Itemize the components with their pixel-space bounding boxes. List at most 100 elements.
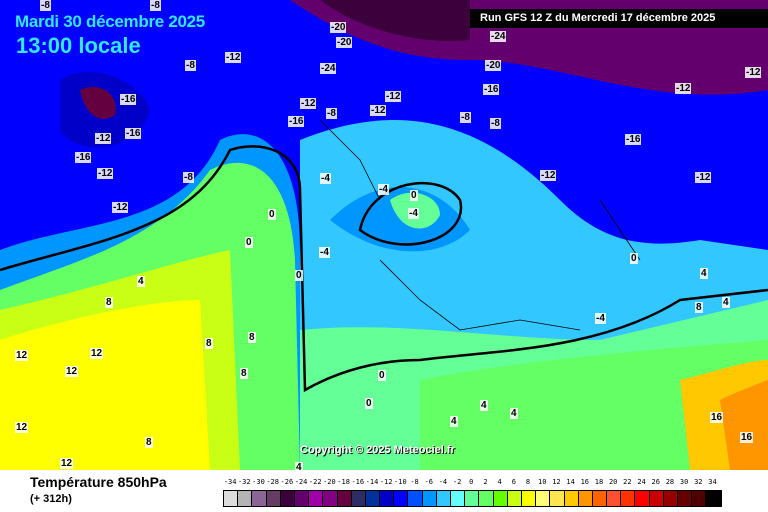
contour-label: 12 [15,422,29,433]
run-info: Run GFS 12 Z du Mercredi 17 décembre 202… [470,9,768,28]
legend-label: -34 [223,478,237,486]
contour-label: 16 [710,412,724,423]
legend-swatch [706,491,721,506]
forecast-step: (+ 312h) [30,493,72,505]
legend-label: -16 [351,478,365,486]
contour-label: 0 [410,190,418,201]
contour-label: 12 [65,366,79,377]
legend-label: 6 [511,478,516,486]
legend-swatch [479,491,494,506]
legend-label: 0 [469,478,474,486]
legend-label: 26 [651,478,660,486]
legend-swatch [252,491,267,506]
contour-label: -8 [150,0,161,11]
contour-label: 8 [205,338,213,349]
legend-label: 24 [637,478,646,486]
legend-swatch [294,491,310,506]
legend-swatch [224,491,239,506]
legend-label: -10 [394,478,407,486]
contour-label: -4 [320,173,331,184]
contour-label: -20 [485,60,502,71]
legend-swatch [422,491,437,506]
contour-label: -12 [225,52,242,63]
legend-label: 2 [483,478,488,486]
contour-label: 8 [695,302,703,313]
legend-swatch [280,491,295,506]
legend-swatch [309,491,324,506]
legend-label: -28 [266,478,279,486]
contour-label: -8 [183,172,194,183]
legend-swatch [323,491,338,506]
legend-labels: -34 -32 -30 -28 -26 -24 -22 -20 -18 -16 -14 -12 -10-… [223,478,720,486]
contour-label: -16 [483,84,500,95]
contour-label: 8 [240,368,248,379]
legend-label: 30 [679,478,689,486]
contour-label: -12 [675,83,692,94]
legend-swatch [337,491,352,506]
legend-swatch [394,491,409,506]
contour-label: -8 [490,118,501,129]
contour-label: -12 [95,133,112,144]
contour-label: 8 [248,332,256,343]
contour-label: -16 [75,152,92,163]
copyright: Copyright © 2025 Meteociel.fr [300,444,455,456]
legend-swatch [578,491,593,506]
contour-label: 4 [295,462,303,473]
legend-swatch [507,491,522,506]
contour-label: -20 [336,37,353,48]
color-legend [223,490,722,507]
legend-swatch [493,491,508,506]
contour-label: 12 [15,350,29,361]
contour-label: -12 [540,170,557,181]
contour-label: -12 [385,91,402,102]
legend-label: 34 [708,478,717,486]
contour-label: 4 [722,297,730,308]
forecast-date: Mardi 30 décembre 2025 [15,12,205,31]
legend-label: 18 [594,478,604,486]
legend-swatch [351,491,366,506]
contour-label: -8 [460,112,471,123]
contour-label: 0 [365,398,373,409]
legend-swatch [238,491,253,506]
legend-label: 22 [623,478,632,486]
legend-swatch [266,491,281,506]
legend-label: -30 [252,478,265,486]
legend-label: 8 [525,478,531,486]
contour-label: 0 [630,253,638,264]
legend-swatch [692,491,707,506]
contour-label: -12 [695,172,712,183]
legend-swatch [635,491,650,506]
legend-label: 32 [694,478,703,486]
contour-label: 12 [60,458,74,469]
legend-label: -2 [452,478,462,486]
legend-swatch [536,491,551,506]
contour-label: -4 [378,184,389,195]
contour-label: 12 [90,348,104,359]
contour-label: 4 [480,400,488,411]
contour-label: -8 [185,60,196,71]
contour-label: -8 [326,108,337,119]
contour-label: 0 [245,237,253,248]
contour-label: -4 [319,247,330,258]
contour-label: -4 [408,208,419,219]
legend-label: -20 [323,478,336,486]
legend-swatch [607,491,622,506]
legend-label: -4 [438,478,448,486]
contour-label: -8 [40,0,51,11]
contour-label: 8 [105,297,113,308]
legend-label: 4 [497,478,502,486]
contour-label: 4 [137,276,145,287]
legend-label: 16 [580,478,589,486]
legend-swatch [408,491,423,506]
contour-label: -16 [625,134,642,145]
legend-label: -12 [379,478,393,486]
legend-swatch [436,491,451,506]
legend-label: 28 [665,478,675,486]
legend-swatch [621,491,636,506]
forecast-time: 13:00 locale [16,33,141,58]
contour-label: 0 [268,209,276,220]
legend-swatch [678,491,693,506]
legend-swatch [592,491,608,506]
legend-label: 10 [538,478,547,486]
legend-label: -8 [410,478,419,486]
